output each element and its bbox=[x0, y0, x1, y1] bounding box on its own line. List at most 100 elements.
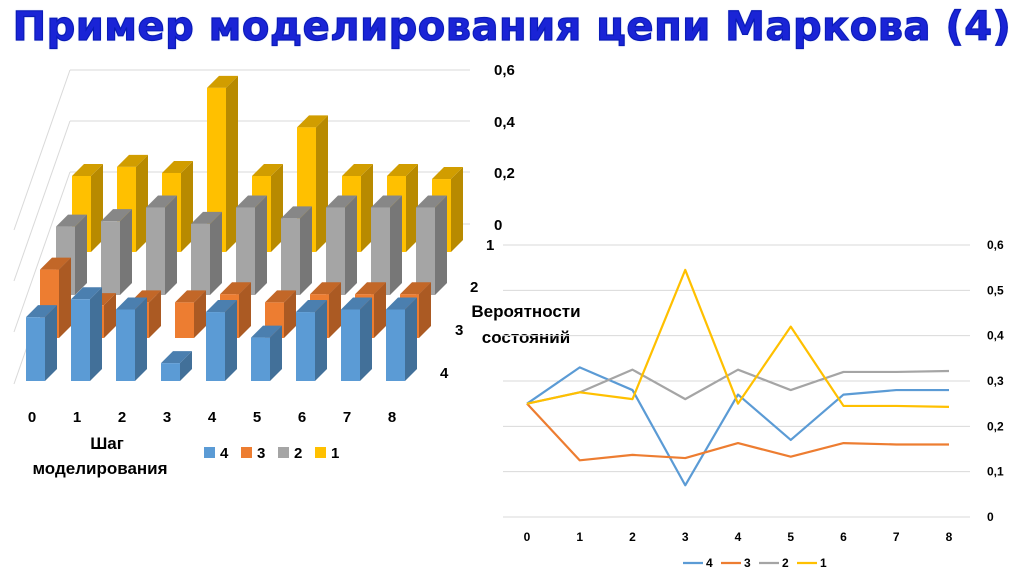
bar-series-2 bbox=[326, 207, 345, 295]
legend-label-3: 3 bbox=[257, 445, 265, 462]
bar-series-2-side bbox=[210, 211, 222, 295]
bar-series-2 bbox=[101, 221, 120, 295]
x-tick-label: 1 bbox=[73, 409, 81, 426]
y-tick-label: 0,5 bbox=[987, 283, 1004, 297]
bar-series-4 bbox=[206, 312, 225, 381]
bar-series-2-side bbox=[120, 209, 132, 295]
bar-series-4-side bbox=[135, 297, 147, 381]
x-tick-label: 0 bbox=[524, 530, 531, 544]
legend-swatch-4 bbox=[204, 447, 215, 458]
x-tick-label: 8 bbox=[388, 409, 396, 426]
y-tick-label: 0,6 bbox=[987, 238, 1004, 252]
bar-series-4 bbox=[116, 309, 135, 381]
bar-series-1-side bbox=[451, 167, 463, 252]
bar-series-4-side bbox=[180, 351, 192, 381]
y-tick-label: 0,3 bbox=[987, 374, 1004, 388]
x-tick-label: 0 bbox=[28, 409, 36, 426]
z-axis-title-line1: Вероятности bbox=[471, 302, 580, 321]
bar-series-2-side bbox=[255, 195, 267, 295]
line-chart: 00,10,20,30,40,50,60 1 2 3 4 5 6 7 84 3 2 1 bbox=[503, 238, 1004, 570]
bar-series-2 bbox=[191, 223, 210, 295]
bar-series-3-side bbox=[374, 282, 386, 338]
bar-series-1-top bbox=[252, 164, 283, 176]
x-tick-label: 4 bbox=[208, 409, 217, 426]
bar-series-4-side bbox=[405, 297, 417, 381]
bar-series-1-top bbox=[72, 164, 103, 176]
bar-series-4-side bbox=[315, 300, 327, 381]
bar-series-4-side bbox=[270, 325, 282, 381]
bar-series-2-top bbox=[236, 195, 267, 208]
bar-series-2-top bbox=[146, 195, 177, 208]
x-tick-label: 6 bbox=[298, 409, 306, 426]
x-axis-title-line2: моделирования bbox=[32, 459, 167, 478]
page-title: Пример моделирования цепи Маркова (4) bbox=[12, 3, 1012, 50]
bar-series-4-side bbox=[90, 287, 102, 381]
bar-series-3-side bbox=[329, 282, 341, 338]
x-tick-label: 6 bbox=[840, 530, 847, 544]
x-tick-label: 7 bbox=[343, 409, 351, 426]
x-tick-label: 4 bbox=[735, 530, 742, 544]
bar-series-2-top bbox=[101, 209, 132, 222]
bar-series-2 bbox=[146, 207, 165, 295]
bar-series-3-side bbox=[149, 290, 161, 338]
bar-series-3-top bbox=[265, 290, 296, 303]
bar-series-1-top bbox=[207, 75, 238, 88]
bar-series-4-side bbox=[225, 300, 237, 381]
bar-series-4-side bbox=[45, 305, 57, 381]
y-tick-label: 0 bbox=[987, 510, 994, 524]
bar-series-3-side bbox=[194, 290, 206, 338]
bar-series-2-top bbox=[191, 211, 222, 224]
bar-series-4 bbox=[341, 309, 360, 381]
bar-series-1-top bbox=[387, 164, 418, 176]
bar-series-1-top bbox=[342, 164, 373, 176]
x-tick-label: 8 bbox=[946, 530, 953, 544]
bar-series-2-side bbox=[165, 195, 177, 295]
bar-series-1-side bbox=[316, 115, 328, 252]
bar-series-1-top bbox=[117, 154, 148, 167]
gridline-side bbox=[13, 171, 71, 333]
x-axis-title-line1: Шаг bbox=[90, 434, 124, 453]
bar-series-2-side bbox=[390, 195, 402, 295]
bar-series-3-side bbox=[59, 257, 71, 338]
bar-series-1-side bbox=[181, 160, 193, 252]
x-tick-label: 2 bbox=[629, 530, 636, 544]
bar-series-4-top bbox=[71, 287, 102, 300]
bar-series-1-top bbox=[297, 115, 328, 128]
bar-series-1-side bbox=[406, 164, 418, 252]
bar-series-3-side bbox=[284, 290, 296, 338]
bar-series-2 bbox=[416, 207, 435, 295]
legend-label-1: 1 bbox=[331, 445, 339, 462]
bar-series-4 bbox=[296, 312, 315, 381]
bar-series-4 bbox=[71, 299, 90, 381]
gridline-side bbox=[13, 69, 71, 231]
depth-label: 1 bbox=[486, 237, 494, 254]
line-series-4 bbox=[526, 366, 949, 487]
bar-series-3-top bbox=[175, 290, 206, 303]
bar-series-1-top bbox=[162, 160, 193, 173]
bar-series-1-side bbox=[361, 164, 373, 252]
bar-series-4-top bbox=[116, 297, 147, 310]
y-tick-label: 0,4 bbox=[987, 329, 1004, 343]
bar-series-2-side bbox=[300, 206, 312, 295]
bar-series-2-top bbox=[326, 195, 357, 208]
bar-series-3-top bbox=[310, 282, 341, 295]
legend-label-1: 1 bbox=[820, 556, 827, 570]
y-tick-label: 0,2 bbox=[987, 419, 1004, 433]
bar-series-4 bbox=[161, 363, 180, 381]
z-tick-label: 0 bbox=[494, 217, 502, 234]
x-tick-label: 1 bbox=[576, 530, 583, 544]
legend-label-4: 4 bbox=[220, 445, 229, 462]
bar-series-2-side bbox=[75, 214, 87, 295]
bar-series-4-top bbox=[26, 305, 57, 318]
legend-label-3: 3 bbox=[744, 556, 751, 570]
bar-series-2-top bbox=[281, 206, 312, 219]
bar-series-3 bbox=[175, 302, 194, 338]
legend-swatch-3 bbox=[241, 447, 252, 458]
legend-label-2: 2 bbox=[294, 445, 302, 462]
line-series-2 bbox=[526, 368, 950, 405]
gridline-side bbox=[13, 120, 71, 282]
z-tick-label: 0,6 bbox=[494, 62, 515, 79]
bar-series-3-side bbox=[104, 293, 116, 338]
bar-series-2-top bbox=[56, 214, 87, 227]
